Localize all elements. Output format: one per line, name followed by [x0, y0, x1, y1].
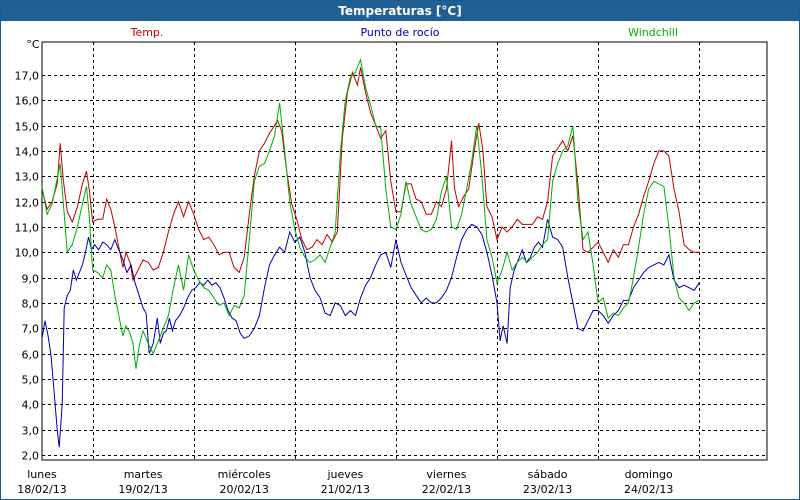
series-line-2	[41, 219, 700, 448]
x-tick-day: martes	[124, 468, 163, 481]
x-tick-date: 18/02/13	[17, 483, 66, 496]
x-tick-date: 24/02/13	[624, 483, 673, 496]
series-line-1	[41, 67, 700, 282]
y-tick-label: 2,0	[22, 450, 40, 463]
x-tick-day: miércoles	[218, 468, 271, 481]
series-lines	[41, 57, 700, 448]
y-tick-label: 6,0	[22, 349, 40, 362]
plot-frame	[41, 41, 768, 461]
legend-windchill: Windchill	[628, 26, 678, 39]
x-tick-day: viernes	[426, 468, 466, 481]
grid-lines	[42, 42, 767, 460]
series-line-3	[41, 57, 700, 369]
y-tick-label: 17,0	[15, 70, 40, 83]
y-tick-label: 9,0	[22, 273, 40, 286]
legend-temp: Temp.	[130, 26, 164, 39]
y-tick-label: 7,0	[22, 323, 40, 336]
y-tick-label: 15,0	[15, 121, 40, 134]
y-tick-label: 13,0	[15, 171, 40, 184]
x-tick-day: domingo	[625, 468, 673, 481]
y-tick-label: 14,0	[15, 146, 40, 159]
x-tick-day: lunes	[27, 468, 57, 481]
x-tick-date: 22/02/13	[422, 483, 471, 496]
legend-dew-point: Punto de rocío	[360, 26, 439, 39]
x-axis-ticks: lunes 18/02/13 martes 19/02/13 miércoles 20/0…	[17, 468, 673, 496]
y-axis-label: °C	[26, 38, 40, 51]
y-tick-label: 12,0	[15, 197, 40, 210]
window-title: Temperaturas [°C]	[1, 1, 799, 21]
chart-background	[1, 22, 799, 499]
temperature-chart: 2,0 3,0 4,0 5,0 6,0 7,0 8,0 9,0 10,0 11,0 12,0 13,0…	[1, 22, 799, 499]
y-tick-label: 5,0	[22, 374, 40, 387]
x-tick-date: 20/02/13	[220, 483, 269, 496]
y-tick-label: 8,0	[22, 298, 40, 311]
y-axis-ticks: 2,0 3,0 4,0 5,0 6,0 7,0 8,0 9,0 10,0 11,0 12,0 13,0…	[15, 70, 40, 463]
y-tick-label: 16,0	[15, 95, 40, 108]
y-tick-label: 4,0	[22, 399, 40, 412]
x-tick-date: 19/02/13	[118, 483, 167, 496]
y-tick-label: 11,0	[15, 222, 40, 235]
x-tick-day: sábado	[528, 468, 568, 481]
y-tick-label: 3,0	[22, 425, 40, 438]
y-tick-label: 10,0	[15, 247, 40, 260]
x-tick-date: 23/02/13	[523, 483, 572, 496]
x-tick-day: jueves	[326, 468, 363, 481]
x-tick-date: 21/02/13	[321, 483, 370, 496]
